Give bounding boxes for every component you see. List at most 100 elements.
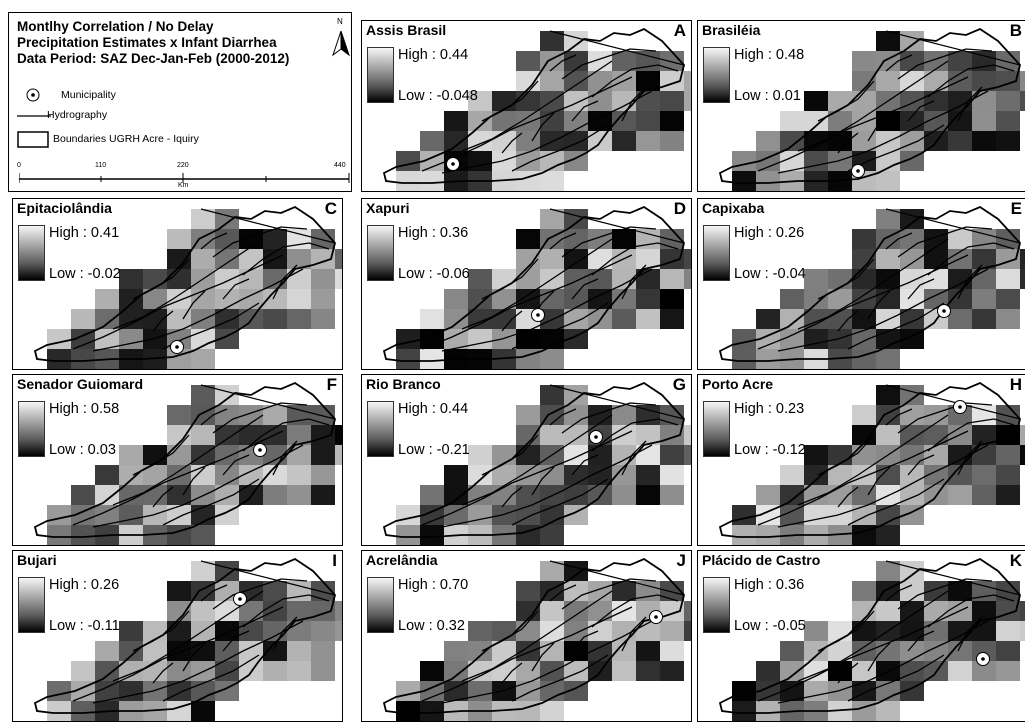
raster-cell bbox=[47, 329, 71, 349]
raster-cell bbox=[996, 309, 1020, 329]
river-line bbox=[92, 268, 304, 352]
raster-cell bbox=[564, 561, 588, 581]
raster-cell bbox=[852, 681, 876, 701]
river-line bbox=[531, 112, 555, 142]
raster-cell bbox=[311, 445, 335, 465]
legend-high-value: High : 0.26 bbox=[49, 577, 120, 593]
raster-cell bbox=[444, 289, 468, 309]
river-line bbox=[481, 258, 539, 300]
raster-cell bbox=[804, 681, 828, 701]
raster-cell bbox=[516, 131, 540, 151]
raster-cell bbox=[972, 71, 996, 91]
river-line bbox=[907, 100, 935, 122]
raster-cell bbox=[287, 641, 311, 661]
raster-cell bbox=[996, 661, 1020, 681]
municipality-marker bbox=[170, 340, 184, 354]
raster-cell bbox=[660, 269, 684, 289]
river-line bbox=[481, 80, 539, 122]
river-line bbox=[885, 408, 913, 426]
municipality-marker bbox=[446, 157, 460, 171]
raster-cell bbox=[516, 369, 540, 370]
raster-cell bbox=[780, 309, 804, 329]
raster-cell bbox=[660, 621, 684, 641]
north-arrow-icon bbox=[332, 30, 350, 57]
river-line bbox=[152, 486, 174, 508]
raster-cell bbox=[396, 505, 420, 525]
raster-cell bbox=[143, 289, 167, 309]
raster-cell bbox=[612, 289, 636, 309]
color-ramp bbox=[703, 47, 730, 103]
raster-cell bbox=[852, 641, 876, 661]
raster-cell bbox=[900, 51, 924, 71]
raster-cell bbox=[540, 289, 564, 309]
raster-cell bbox=[335, 601, 342, 621]
river-line bbox=[867, 642, 891, 672]
raster-cell bbox=[636, 71, 660, 91]
river-line bbox=[957, 264, 983, 300]
legend-low-value: Low : -0.05 bbox=[734, 618, 806, 634]
raster-cell bbox=[588, 405, 612, 425]
river-line bbox=[777, 268, 989, 352]
river-line bbox=[501, 132, 523, 154]
color-ramp bbox=[703, 577, 730, 633]
raster-cell bbox=[444, 661, 468, 681]
raster-cell bbox=[564, 249, 588, 269]
raster-cell bbox=[948, 111, 972, 131]
color-ramp bbox=[18, 401, 45, 457]
municipality-marker bbox=[953, 400, 967, 414]
raster-cell bbox=[900, 405, 924, 425]
raster-cell bbox=[588, 581, 612, 601]
raster-cell bbox=[804, 151, 828, 171]
raster-cell bbox=[335, 425, 342, 445]
raster-cell bbox=[564, 229, 588, 249]
river-line bbox=[817, 80, 875, 122]
raster-cell bbox=[420, 701, 444, 721]
raster-cell bbox=[444, 329, 468, 349]
raster-cell bbox=[636, 309, 660, 329]
raster-cell bbox=[191, 289, 215, 309]
raster-cell bbox=[516, 405, 540, 425]
raster-cell bbox=[972, 601, 996, 621]
raster-cell bbox=[780, 681, 804, 701]
raster-cell bbox=[71, 661, 95, 681]
river-line bbox=[461, 414, 613, 506]
raster-cell bbox=[95, 289, 119, 309]
raster-cell bbox=[516, 329, 540, 349]
raster-cell bbox=[516, 151, 540, 171]
raster-cell bbox=[996, 111, 1020, 131]
river-line bbox=[182, 642, 206, 672]
raster-cell bbox=[143, 465, 167, 485]
map-panel-c: Epitaciolândia C High : 0.41 Low : -0.02 bbox=[12, 198, 343, 370]
raster-cell bbox=[540, 701, 564, 721]
raster-cell bbox=[900, 229, 924, 249]
raster-cell bbox=[900, 91, 924, 111]
river-line bbox=[885, 584, 913, 602]
raster-cell bbox=[215, 209, 239, 229]
raster-cell bbox=[191, 641, 215, 661]
raster-cell bbox=[396, 701, 420, 721]
correlation-raster bbox=[382, 381, 691, 545]
river-line bbox=[511, 302, 609, 350]
raster-cell bbox=[239, 229, 263, 249]
correlation-raster bbox=[382, 557, 691, 721]
raster-cell bbox=[215, 229, 239, 249]
raster-cell bbox=[191, 425, 215, 445]
raster-cell bbox=[876, 525, 900, 545]
raster-cell bbox=[828, 91, 852, 111]
raster-cell bbox=[636, 131, 660, 151]
raster-cell bbox=[239, 269, 263, 289]
raster-cell bbox=[660, 91, 684, 111]
raster-cell bbox=[732, 505, 756, 525]
raster-cell bbox=[804, 329, 828, 349]
river-line bbox=[182, 466, 206, 496]
raster-cell bbox=[612, 111, 636, 131]
river-line bbox=[817, 434, 875, 476]
raster-cell bbox=[191, 701, 215, 721]
panel-letter: H bbox=[1009, 375, 1022, 394]
boundary-line bbox=[549, 208, 685, 244]
legend-low-value: Low : 0.03 bbox=[49, 442, 116, 458]
panel-letter: B bbox=[1009, 21, 1022, 40]
raster-cell bbox=[167, 641, 191, 661]
raster-cell bbox=[756, 681, 780, 701]
river-line bbox=[591, 242, 679, 276]
